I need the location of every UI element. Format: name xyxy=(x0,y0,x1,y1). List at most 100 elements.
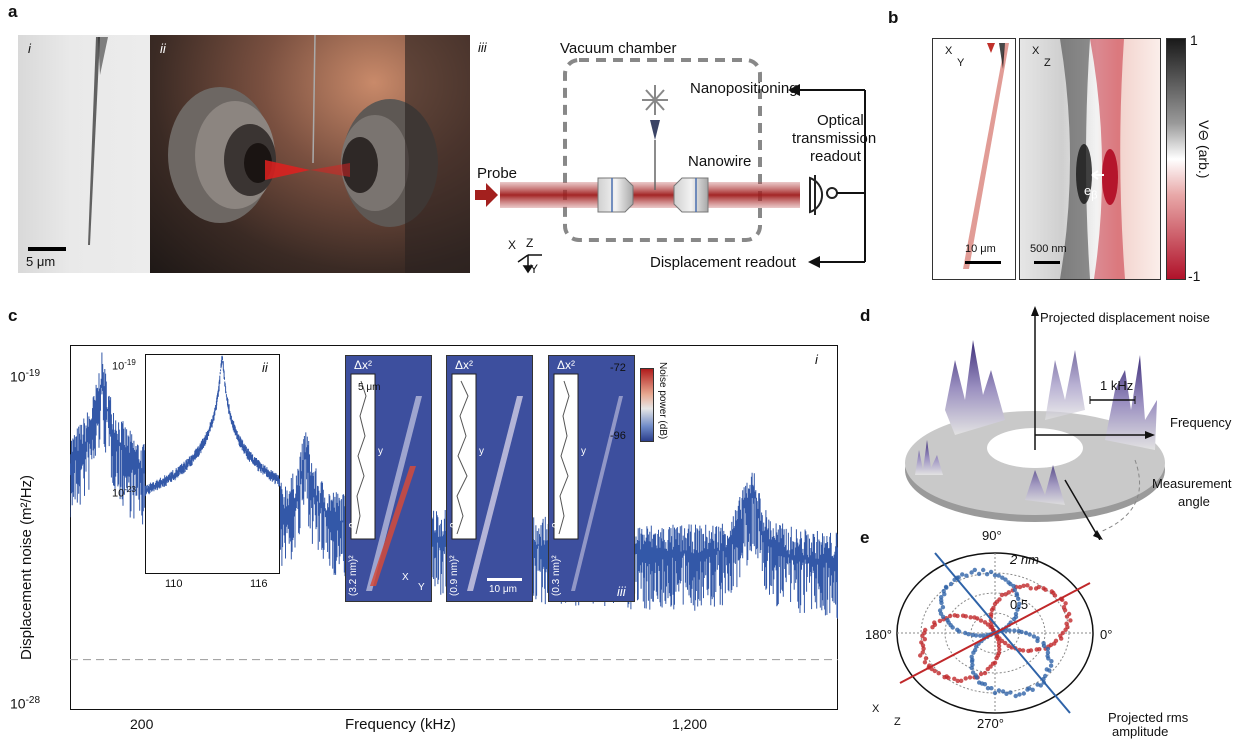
polar-point-red xyxy=(978,671,984,677)
polar-point-blue xyxy=(1013,693,1018,699)
map-xy: X Y 10 μm xyxy=(932,38,1016,280)
map3-y: y xyxy=(581,446,586,457)
polar-point-red xyxy=(1028,586,1033,591)
map-xz-axis-x: X xyxy=(1032,45,1040,57)
polar-point-blue xyxy=(969,570,974,575)
ytick-bottom: 10-28 xyxy=(10,695,41,712)
polar-05: 0.5 xyxy=(1010,597,1029,612)
polar-point-blue xyxy=(1008,690,1013,695)
polar-point-red xyxy=(982,620,988,625)
colorbar-b-label: V⊖ (arb.) xyxy=(1196,120,1212,179)
polar-point-red xyxy=(1064,621,1069,626)
map1-value: (3.2 nm)² xyxy=(348,555,359,596)
polar-point-red xyxy=(922,660,928,665)
polar-point-blue xyxy=(1014,591,1019,596)
optical-readout-label-1: Optical xyxy=(817,112,864,129)
polar-point-blue xyxy=(989,686,994,691)
panel-label-a: a xyxy=(8,2,18,21)
polar-point-red xyxy=(982,670,988,676)
polar-point-red xyxy=(1021,583,1026,588)
polar-point-red xyxy=(1041,586,1046,591)
nanowire-label: Nanowire xyxy=(688,153,752,170)
polar-axis-x: X xyxy=(872,703,880,715)
xtick-200: 200 xyxy=(130,716,154,732)
map-xy-axis-y: Y xyxy=(957,57,965,69)
map-xz-scale-bar xyxy=(1034,261,1060,264)
polar-point-blue xyxy=(1044,667,1049,672)
polar-point-red xyxy=(921,646,926,651)
subpanel-label-c-ii: ii xyxy=(262,360,268,375)
polar-point-red xyxy=(985,622,991,627)
polar-point-blue xyxy=(992,690,998,696)
polar-point-red xyxy=(1020,648,1026,653)
polar-point-red xyxy=(999,638,1005,644)
polar-point-blue xyxy=(970,632,975,638)
polar-point-red xyxy=(920,650,925,655)
polar-point-blue xyxy=(960,572,965,577)
polar-point-blue xyxy=(971,650,976,655)
polar-point-red xyxy=(1028,648,1034,653)
polar-point-red xyxy=(947,613,953,619)
polar-point-red xyxy=(960,613,966,618)
map-axis-y: Y xyxy=(418,582,425,593)
subpanel-label-ii: ii xyxy=(160,41,166,56)
polar-point-red xyxy=(999,592,1005,598)
colorbar-c-label: Noise power (dB) xyxy=(657,362,668,440)
polar-point-blue xyxy=(974,644,979,649)
polar-point-red xyxy=(946,675,951,681)
polar-point-red xyxy=(920,633,925,639)
polar-point-blue xyxy=(976,571,982,577)
polar-180: 180° xyxy=(865,627,892,642)
inset-ytick-bottom: 10-23 xyxy=(112,485,136,500)
polar-point-blue xyxy=(1012,587,1017,593)
polar-point-red xyxy=(988,664,993,669)
map1-y: y xyxy=(378,446,383,457)
map3-zero: 0 xyxy=(551,522,562,528)
polar-point-red xyxy=(1061,605,1067,610)
polar-point-blue xyxy=(1048,663,1054,668)
noise-map-1: Δx² 5 μm y 0 (3.2 nm)² X Y xyxy=(345,355,432,602)
polar-point-red xyxy=(1003,640,1008,646)
polar-point-red xyxy=(1003,592,1008,597)
polar-point-red xyxy=(952,676,957,681)
polar-point-red xyxy=(918,653,923,658)
polar-point-blue xyxy=(969,665,974,671)
colorbar-b-bottom: -1 xyxy=(1188,268,1201,284)
spectrum-inset xyxy=(145,354,280,574)
polar-point-blue xyxy=(966,632,971,637)
polar-point-red xyxy=(930,625,935,630)
polar-point-red xyxy=(1053,638,1059,643)
map2-value: (0.9 nm)² xyxy=(449,555,460,596)
xtick-1200: 1,200 xyxy=(672,716,708,732)
setup-schematic xyxy=(475,58,866,274)
polar-point-red xyxy=(1006,590,1011,595)
polar-point-blue xyxy=(939,600,944,606)
map1-scale: 5 μm xyxy=(358,382,381,393)
polar-point-red xyxy=(996,643,1002,649)
polar-point-blue xyxy=(942,592,947,597)
polar-point-blue xyxy=(1006,580,1011,585)
polar-point-blue xyxy=(970,670,976,675)
polar-point-red xyxy=(937,618,943,624)
noise-map-3: Δx² y 0 (0.3 nm)² iii xyxy=(548,355,635,602)
subpanel-label-iii: iii xyxy=(478,40,487,55)
colorbar-b xyxy=(1166,38,1186,280)
polar-point-blue xyxy=(984,572,990,577)
polar-point-blue xyxy=(981,633,986,638)
polar-point-red xyxy=(989,607,995,613)
map-xy-scale-label: 10 μm xyxy=(965,243,996,255)
e-beta-label: eβ xyxy=(1084,183,1098,202)
scale-bar-label: 5 μm xyxy=(26,254,56,269)
polar-point-red xyxy=(992,660,998,665)
y-axis-label: Displacement noise (m²/Hz) xyxy=(18,474,35,660)
polar-point-red xyxy=(1063,601,1068,606)
polar-point-blue xyxy=(1035,636,1040,641)
polar-point-blue xyxy=(1021,691,1026,696)
polar-point-red xyxy=(985,666,990,672)
polar-point-blue xyxy=(988,569,994,575)
map2-y: y xyxy=(479,446,484,457)
polar-2nm: 2 nm xyxy=(1010,552,1039,567)
polar-point-red xyxy=(967,675,973,680)
axis-label-z: Z xyxy=(526,236,534,250)
polar-point-blue xyxy=(1045,653,1050,659)
